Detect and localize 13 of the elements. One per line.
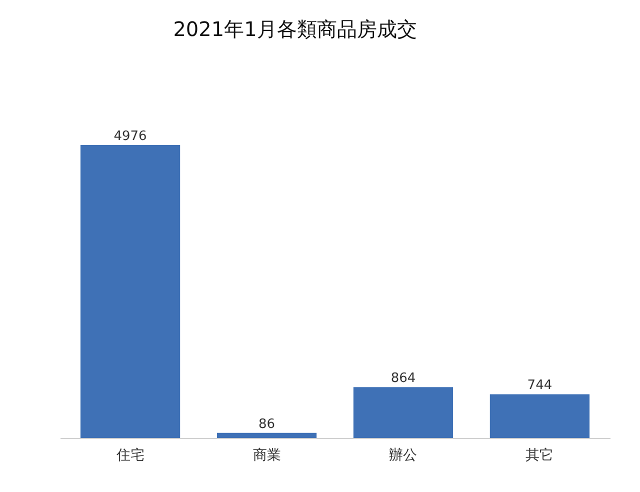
chart-title: 2021年1月各類商品房成交: [173, 17, 417, 41]
bar: [353, 387, 454, 438]
x-tick-label: 其它: [526, 448, 554, 464]
bar: [490, 394, 590, 438]
data-label: 4976: [114, 129, 147, 144]
data-label: 864: [390, 371, 416, 386]
bar: [80, 145, 180, 438]
x-tick-label: 住宅: [115, 448, 144, 464]
bar: [216, 432, 317, 438]
x-tick-label: 辦公: [389, 448, 418, 464]
data-label: 744: [527, 378, 552, 394]
x-tick-label: 商業: [252, 448, 281, 464]
data-label: 86: [258, 416, 276, 432]
